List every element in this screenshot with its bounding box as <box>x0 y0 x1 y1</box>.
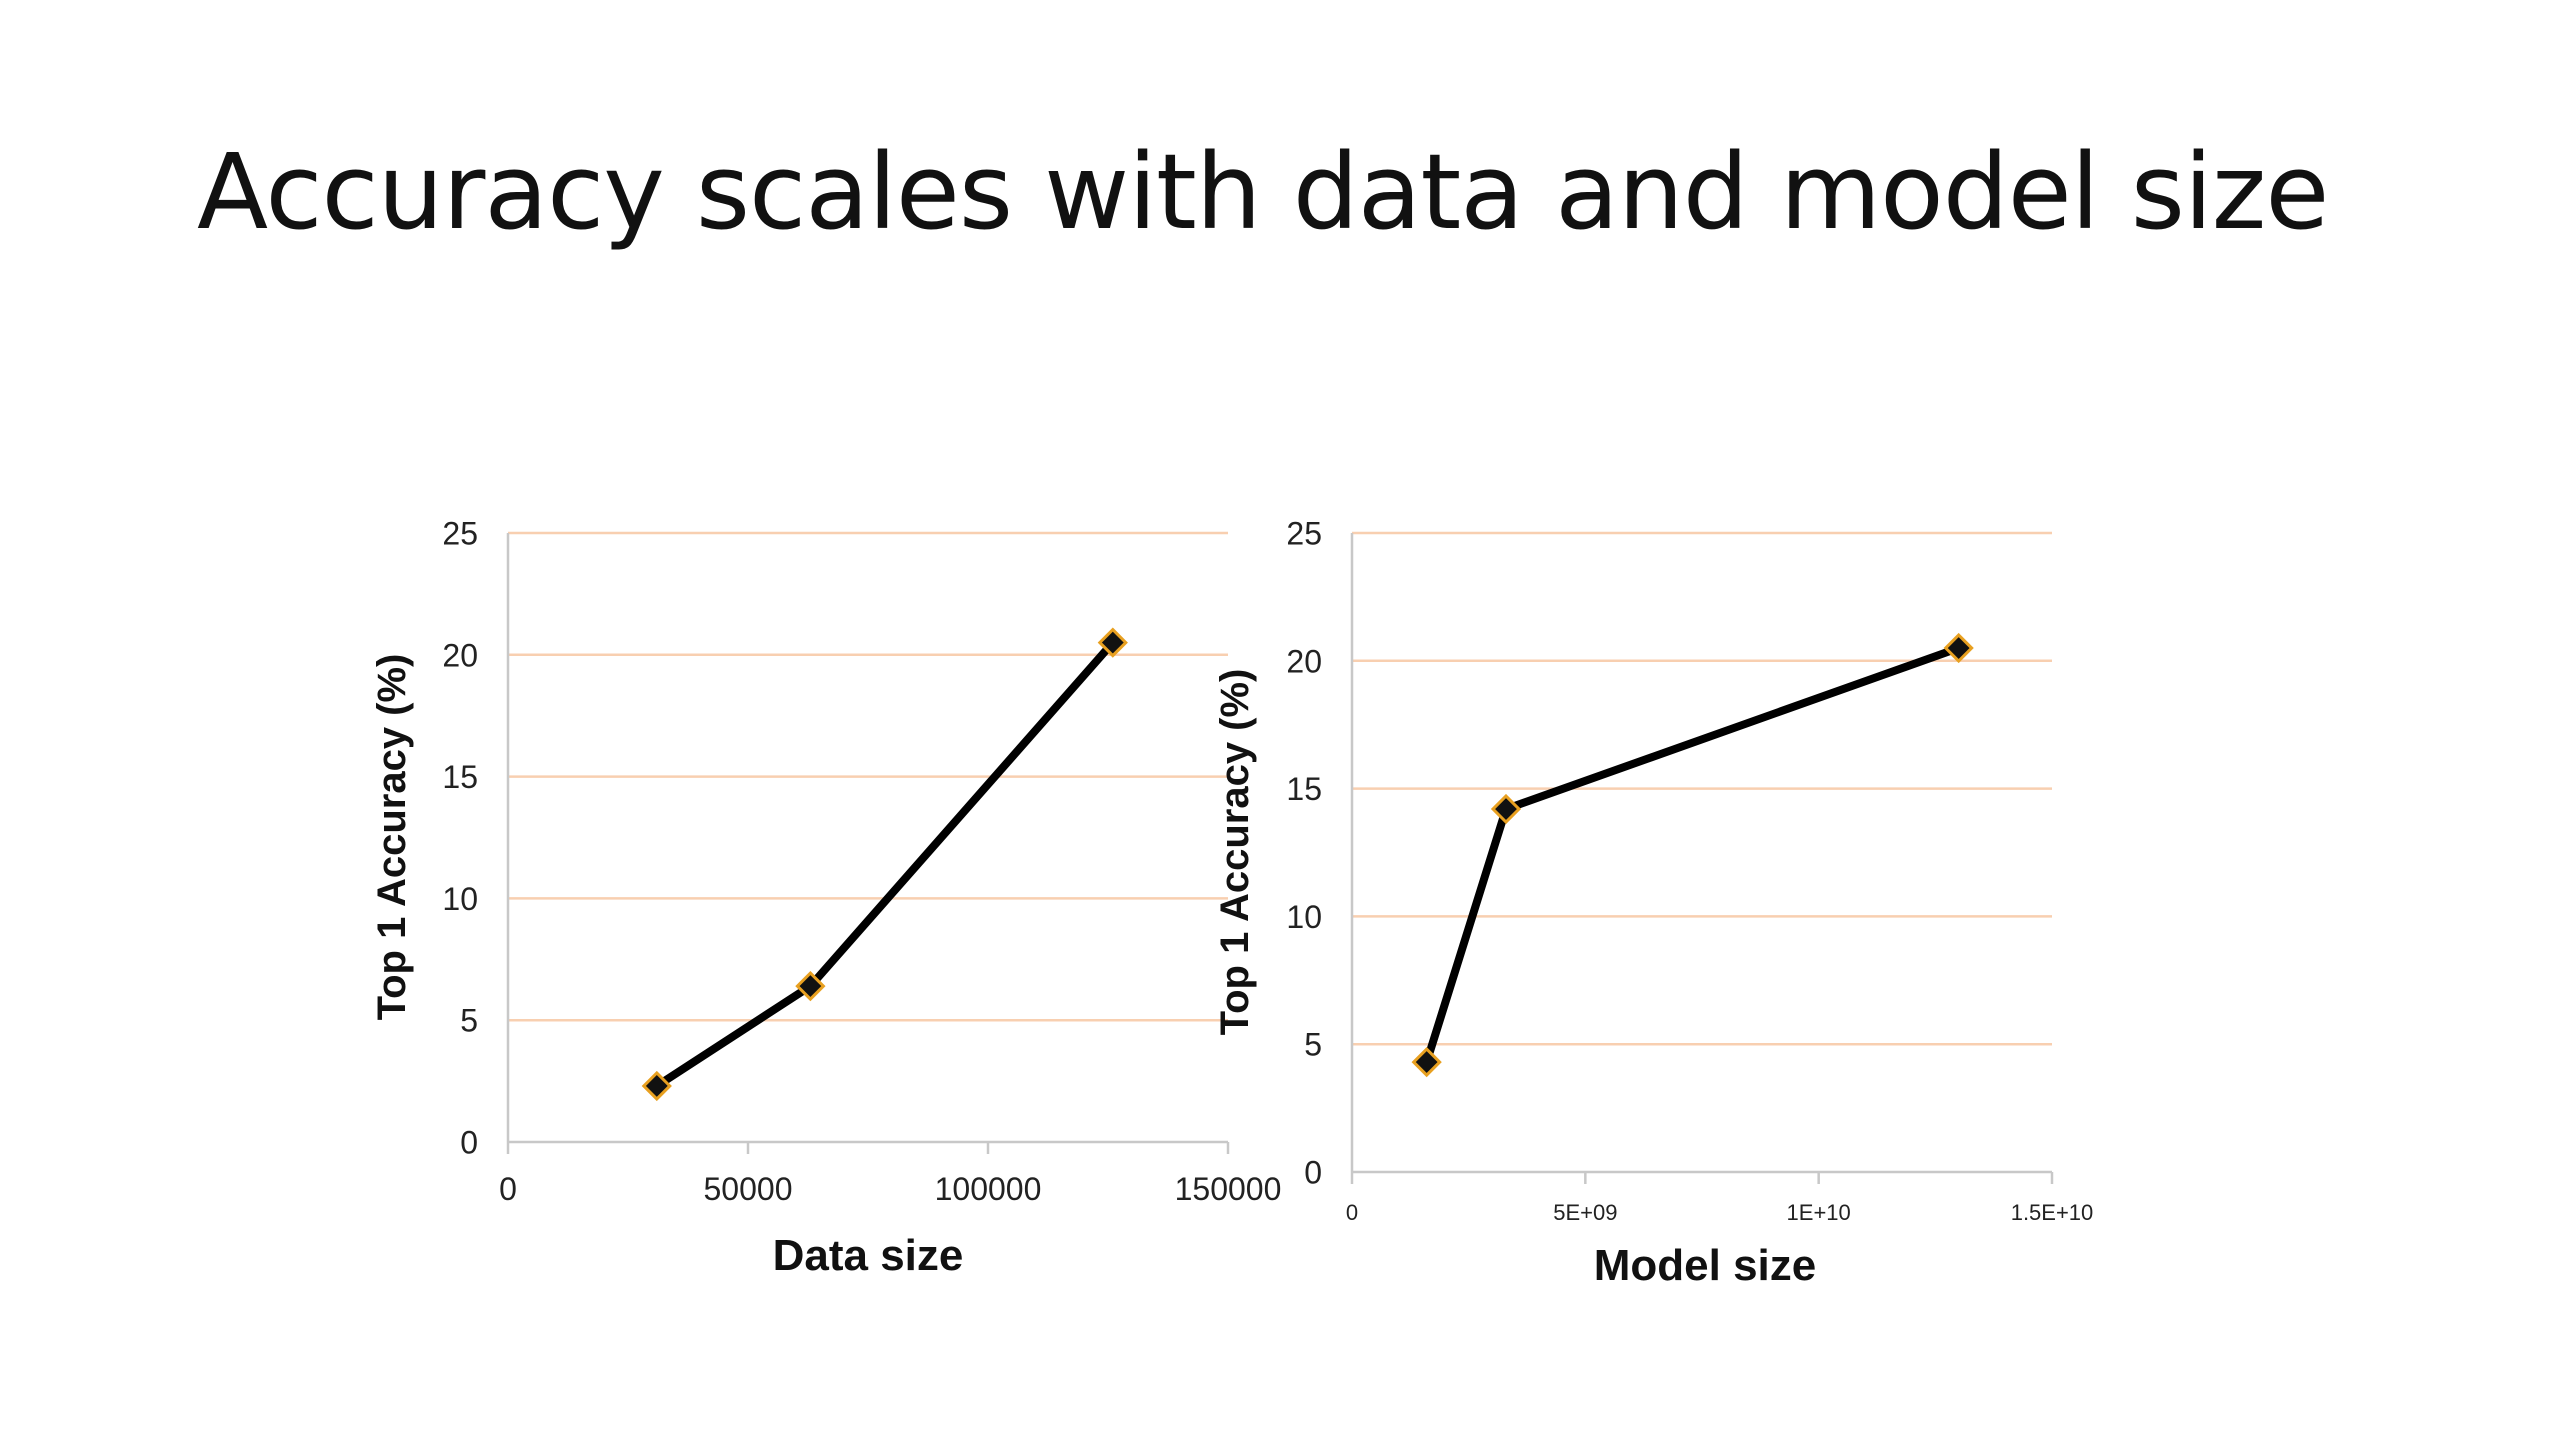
model-size-y-tick-label: 25 <box>1286 516 1322 552</box>
data-size-x-tick-label: 50000 <box>704 1171 793 1207</box>
data-size-y-tick-label: 0 <box>460 1125 478 1161</box>
model-size-x-tick-label: 5E+09 <box>1553 1200 1617 1225</box>
model-size-series-line <box>1422 644 1963 1067</box>
data-size-x-tick-label: 100000 <box>935 1171 1042 1207</box>
model-size-y-tick-label: 10 <box>1286 899 1322 935</box>
model-size-y-tick-label: 5 <box>1304 1027 1322 1063</box>
data-size-y-axis-title: Top 1 Accuracy (%) <box>370 654 414 1021</box>
data-size-y-tick-label: 5 <box>460 1003 478 1039</box>
data-size-data-point <box>1097 627 1128 658</box>
model-size-data-point <box>1943 632 1974 664</box>
model-size-y-tick-label: 15 <box>1286 771 1322 807</box>
data-size-y-tick-label: 15 <box>442 759 478 795</box>
model-size-y-tick-label: 20 <box>1286 643 1322 679</box>
slide-title: Accuracy scales with data and model size <box>197 131 2329 253</box>
model-size-data-point <box>1490 793 1522 825</box>
data-size-x-tick-label: 0 <box>499 1171 517 1207</box>
data-size-x-axis-title: Data size <box>773 1231 964 1280</box>
data-size-chart: 0 50000 100000 150000 0 5 10 15 20 25 Data size Top… <box>370 516 1282 1280</box>
model-size-y-tick-label: 0 <box>1304 1155 1322 1191</box>
model-size-x-tick-label: 1E+10 <box>1787 1200 1851 1225</box>
data-size-y-tick-label: 25 <box>442 516 478 552</box>
data-size-data-point <box>795 970 826 1002</box>
model-size-x-tick-label: 1.5E+10 <box>2011 1200 2094 1225</box>
data-size-data-point <box>641 1070 672 1102</box>
model-size-data-point <box>1411 1046 1442 1078</box>
data-size-x-tick-label: 150000 <box>1175 1171 1282 1207</box>
data-size-y-tick-label: 20 <box>442 637 478 673</box>
model-size-chart: 0 5E+09 1E+10 1.5E+10 0 5 10 15 20 25 Model size To… <box>1213 516 2094 1290</box>
data-size-y-tick-label: 10 <box>442 881 478 917</box>
model-size-y-axis-title: Top 1 Accuracy (%) <box>1213 669 1257 1036</box>
model-size-x-tick-label: 0 <box>1346 1200 1358 1225</box>
model-size-x-axis-title: Model size <box>1594 1241 1817 1290</box>
